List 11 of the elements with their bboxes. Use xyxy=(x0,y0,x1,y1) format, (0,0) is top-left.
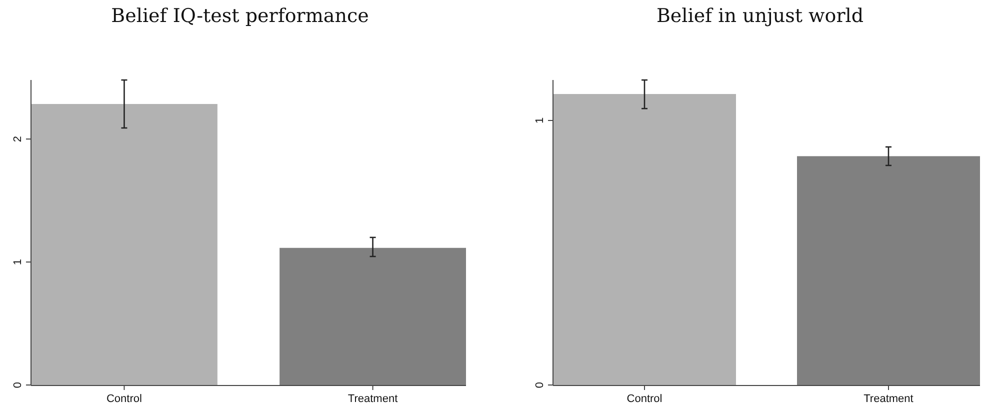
y-tick-label: 1 xyxy=(12,258,24,266)
x-tick-label: Control xyxy=(106,393,142,405)
chart-title: Belief in unjust world xyxy=(656,5,864,27)
y-tick-label: 2 xyxy=(12,136,24,142)
x-tick-label: Control xyxy=(626,393,662,405)
x-tick-label: Treatment xyxy=(348,393,398,405)
y-tick-label: 0 xyxy=(12,382,24,388)
x-tick-label: Treatment xyxy=(864,393,914,405)
chart-title: Belief IQ-test performance xyxy=(111,5,369,27)
y-tick-label: 0 xyxy=(534,382,546,388)
y-tick-label: 1 xyxy=(534,117,546,124)
